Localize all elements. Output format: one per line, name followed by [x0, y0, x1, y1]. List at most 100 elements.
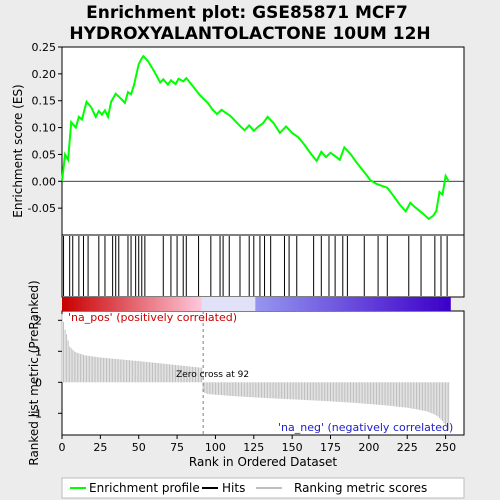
- colorbar-segment: [94, 297, 97, 311]
- colorbar-segment: [304, 297, 307, 311]
- es-ytick-label: 0.10: [32, 122, 57, 135]
- colorbar-segment: [359, 297, 362, 311]
- colorbar-segment: [273, 297, 276, 311]
- colorbar-segment: [286, 297, 289, 311]
- colorbar-segment: [111, 297, 114, 311]
- colorbar-segment: [335, 297, 338, 311]
- xtick-label: 125: [243, 441, 264, 454]
- colorbar-segment: [256, 297, 259, 311]
- colorbar-segment: [319, 297, 322, 311]
- xtick-label: 250: [435, 441, 456, 454]
- es-ytick-label: 0.15: [32, 95, 57, 108]
- xtick-label: 0: [59, 441, 66, 454]
- colorbar-segment: [408, 297, 411, 311]
- colorbar-segment: [212, 297, 215, 311]
- colorbar-segment: [364, 297, 367, 311]
- colorbar-segment: [158, 297, 161, 311]
- colorbar-segment: [144, 297, 147, 311]
- colorbar-segment: [126, 297, 129, 311]
- colorbar-segment: [433, 297, 436, 311]
- colorbar-segment: [224, 297, 227, 311]
- colorbar-segment: [255, 297, 258, 311]
- colorbar-segment: [198, 297, 201, 311]
- colorbar-segment: [279, 297, 283, 311]
- colorbar-segment: [333, 297, 336, 311]
- colorbar-segment: [417, 297, 421, 311]
- colorbar-segment: [266, 297, 269, 311]
- colorbar-segment: [230, 297, 233, 311]
- colorbar-segment: [431, 297, 434, 311]
- colorbar-segment: [163, 297, 166, 311]
- colorbar-segment: [269, 297, 272, 311]
- colorbar-segment: [166, 297, 169, 311]
- xtick-label: 150: [282, 441, 303, 454]
- colorbar-segment: [348, 297, 352, 311]
- colorbar-segment: [101, 297, 105, 311]
- colorbar-segment: [138, 297, 141, 311]
- colorbar-segment: [351, 297, 355, 311]
- colorbar-segment: [104, 297, 108, 311]
- es-ytick-label: 0.20: [32, 68, 57, 81]
- colorbar-segment: [183, 297, 186, 311]
- colorbar-segment: [381, 297, 384, 311]
- colorbar-segment: [427, 297, 430, 311]
- colorbar-segment: [65, 297, 68, 311]
- colorbar-segment: [316, 297, 319, 311]
- colorbar-segment: [207, 297, 210, 311]
- colorbar-segment: [68, 297, 71, 311]
- colorbar-segment: [189, 297, 192, 311]
- colorbar-segment: [106, 297, 109, 311]
- colorbar-segment: [204, 297, 207, 311]
- colorbar-segment: [146, 297, 149, 311]
- legend-label-enrichment: Enrichment profile: [89, 481, 200, 495]
- colorbar-segment: [419, 297, 422, 311]
- colorbar-segment: [91, 297, 94, 311]
- colorbar-segment: [382, 297, 385, 311]
- colorbar-segment: [284, 297, 287, 311]
- colorbar-segment: [221, 297, 224, 311]
- colorbar-segment: [287, 297, 290, 311]
- colorbar-segment: [402, 297, 405, 311]
- colorbar-segment: [278, 297, 281, 311]
- colorbar-segment: [379, 297, 382, 311]
- colorbar-segment: [299, 297, 302, 311]
- colorbar-segment: [442, 297, 445, 311]
- colorbar-segment: [180, 297, 183, 311]
- colorbar-segment: [129, 297, 132, 311]
- colorbar-segment: [267, 297, 270, 311]
- colorbar-segment: [396, 297, 399, 311]
- colorbar-segment: [160, 297, 163, 311]
- colorbar-segment: [131, 297, 134, 311]
- colorbar-segment: [186, 297, 189, 311]
- chart-title-line2: HYDROXYALANTOLACTONE 10UM 12H: [69, 24, 430, 44]
- colorbar-segment: [108, 297, 111, 311]
- colorbar-segment: [275, 297, 278, 311]
- colorbar-segment: [143, 297, 146, 311]
- colorbar-segment: [118, 297, 121, 311]
- colorbar-segment: [89, 297, 92, 311]
- colorbar-segment: [121, 297, 124, 311]
- colorbar-segment: [336, 297, 339, 311]
- colorbar-segment: [233, 297, 236, 311]
- xtick-label: 200: [358, 441, 379, 454]
- colorbar-segment: [339, 297, 342, 311]
- colorbar-segment: [134, 297, 137, 311]
- xtick-label: 100: [205, 441, 226, 454]
- colorbar-segment: [439, 297, 442, 311]
- colorbar-segment: [77, 297, 80, 311]
- colorbar-segment: [445, 297, 448, 311]
- colorbar-segment: [414, 297, 418, 311]
- colorbar-segment: [253, 297, 256, 311]
- colorbar-segment: [115, 297, 118, 311]
- colorbar-segment: [164, 297, 167, 311]
- colorbar-segment: [215, 297, 218, 311]
- colorbar-segment: [66, 297, 69, 311]
- colorbar-segment: [391, 297, 395, 311]
- colorbar-segment: [259, 297, 263, 311]
- colorbar-segment: [141, 297, 144, 311]
- colorbar-segment: [216, 297, 220, 311]
- colorbar-segment: [149, 297, 152, 311]
- colorbar-segment: [358, 297, 361, 311]
- colorbar-segment: [114, 297, 117, 311]
- colorbar-segment: [282, 297, 286, 311]
